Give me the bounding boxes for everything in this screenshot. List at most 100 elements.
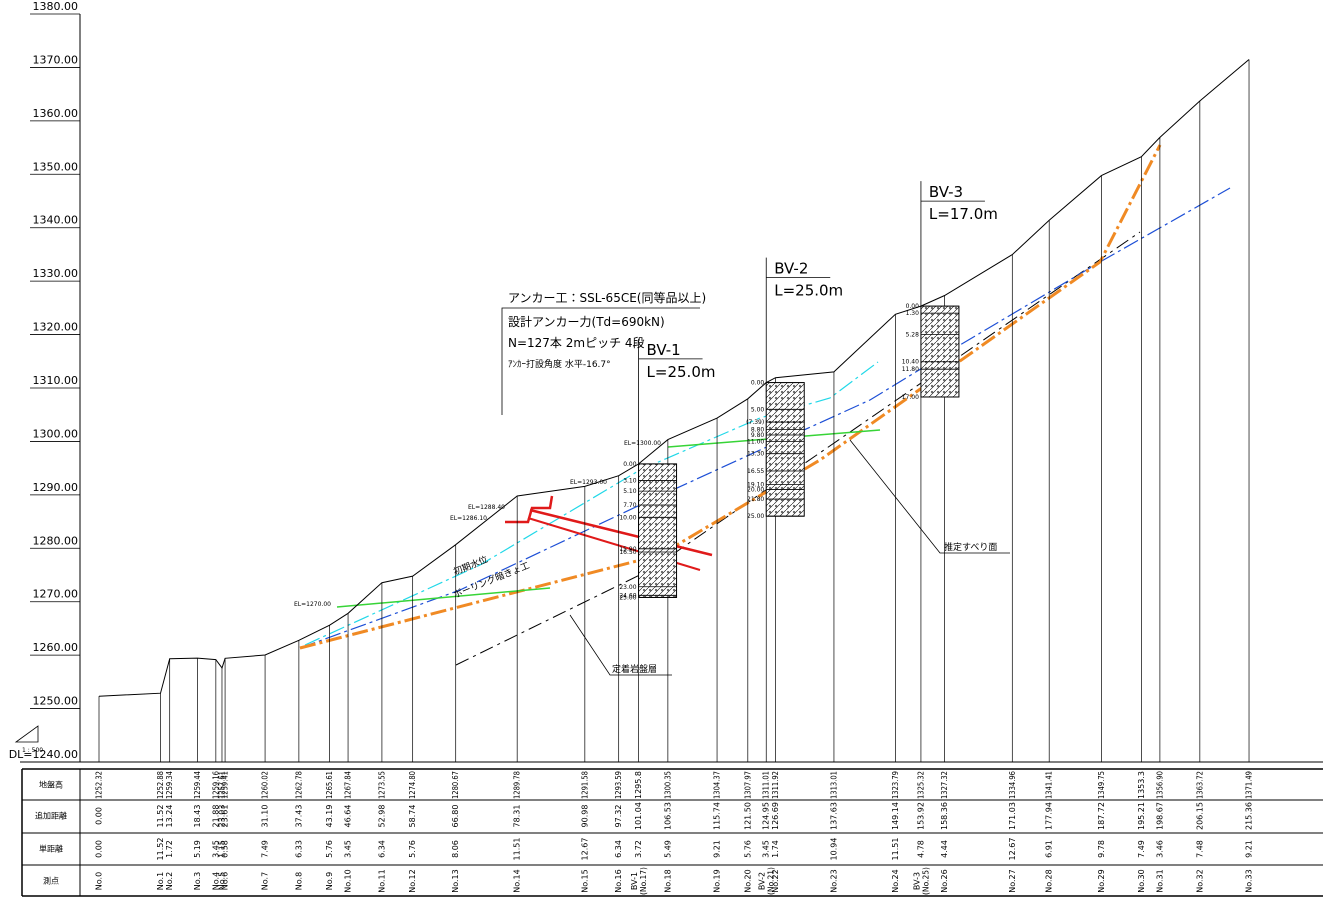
depth-label: 5.00 bbox=[751, 406, 765, 413]
interval-label: 3.45 bbox=[211, 840, 220, 858]
y-tick-label: 1260.00 bbox=[33, 641, 79, 654]
elevation-label: 1267.84 bbox=[344, 771, 353, 799]
interval-label: 4.44 bbox=[940, 840, 949, 858]
interval-label: 11.51 bbox=[513, 838, 522, 861]
interval-label: 7.49 bbox=[261, 840, 270, 858]
elevation-label: 1353.3 bbox=[1137, 771, 1146, 799]
distance-label: 195.21 bbox=[1137, 802, 1146, 830]
depth-label: 20.00 bbox=[747, 486, 764, 493]
elevation-label: 1291.58 bbox=[580, 771, 589, 799]
interval-label: 6.33 bbox=[294, 840, 303, 858]
station-label: No.9 bbox=[325, 872, 334, 890]
distance-label: 137.63 bbox=[829, 802, 838, 830]
elevation-label: 1304.37 bbox=[713, 771, 722, 799]
station-label: No.8 bbox=[294, 872, 303, 890]
y-tick-label: 1340.00 bbox=[33, 214, 79, 227]
interval-label: 8.06 bbox=[451, 840, 460, 858]
el-label: EL=1270.00 bbox=[294, 601, 331, 608]
elevation-label: 1311.92 bbox=[771, 771, 780, 799]
leader-line bbox=[569, 614, 672, 676]
borehole-column bbox=[765, 382, 805, 517]
station-label: No.18 bbox=[663, 869, 672, 892]
station-note: (No.25) bbox=[921, 867, 930, 895]
distance-label: 58.74 bbox=[408, 805, 417, 828]
station-label: No.22 bbox=[771, 869, 780, 892]
depth-label: 24.60 bbox=[619, 592, 636, 599]
station-label: No.11 bbox=[377, 869, 386, 892]
depth-label: 11.00 bbox=[747, 438, 764, 445]
depth-label: 9.80 bbox=[751, 432, 765, 439]
interval-label: 1.72 bbox=[165, 840, 174, 858]
y-tick-label: 1320.00 bbox=[33, 321, 79, 334]
interval-label: 0.00 bbox=[95, 840, 104, 858]
elevation-label: 1356.90 bbox=[1155, 771, 1164, 799]
depth-label: 23.00 bbox=[619, 584, 636, 591]
depth-label: 0.00 bbox=[906, 303, 920, 310]
distance-label: 13.24 bbox=[165, 805, 174, 828]
depth-label: 25.00 bbox=[747, 513, 764, 520]
interval-label: 3.46 bbox=[1155, 840, 1164, 858]
depth-label: (7.39) bbox=[746, 419, 764, 426]
station-label: BV-3 bbox=[912, 872, 921, 890]
y-tick-label: DL=1240.00 bbox=[9, 748, 78, 761]
interval-label: 3.45 bbox=[762, 840, 771, 858]
leader-line bbox=[849, 439, 1010, 554]
elevation-label: 1371.49 bbox=[1245, 771, 1254, 799]
elevation-label: 1257.61 bbox=[217, 771, 226, 799]
station-label: No.30 bbox=[1137, 869, 1146, 892]
depth-label: 10.00 bbox=[619, 514, 636, 521]
bedrock-label: 定着岩盤層 bbox=[612, 663, 657, 675]
station-label: No.2 bbox=[165, 872, 174, 890]
interval-label: 7.49 bbox=[1137, 840, 1146, 858]
depth-label: 16.55 bbox=[747, 468, 764, 475]
station-label: No.23 bbox=[829, 869, 838, 892]
borehole-name: BV-2 bbox=[774, 260, 808, 278]
elevation-label: 1262.78 bbox=[294, 771, 303, 799]
y-tick-label: 1290.00 bbox=[33, 481, 79, 494]
station-label: No.3 bbox=[193, 872, 202, 890]
interval-label: 6.34 bbox=[377, 840, 386, 858]
depth-label: 11.80 bbox=[902, 366, 919, 373]
station-label: No.6 bbox=[221, 872, 230, 890]
interval-label: 5.76 bbox=[743, 840, 752, 858]
anchor-note: 設計アンカー力(Td=690kN) bbox=[508, 314, 665, 329]
elevation-label: 1334.96 bbox=[1008, 771, 1017, 799]
y-tick-label: 1350.00 bbox=[33, 160, 79, 173]
distance-label: 126.69 bbox=[771, 802, 780, 830]
distance-label: 101.04 bbox=[634, 802, 643, 830]
elevation-label: 1252.32 bbox=[95, 771, 104, 799]
borehole-column bbox=[920, 305, 960, 398]
depth-label: 19.10 bbox=[747, 482, 764, 489]
station-note: (No.17) bbox=[639, 867, 648, 895]
depth-label: 0.00 bbox=[751, 380, 765, 387]
interval-label: 4.78 bbox=[916, 840, 925, 858]
distance-label: 115.74 bbox=[713, 802, 722, 830]
depth-label: 15.90 bbox=[619, 546, 636, 553]
depth-label: 5.10 bbox=[623, 488, 637, 495]
interval-label: 12.67 bbox=[1008, 838, 1017, 861]
interval-label: 5.49 bbox=[663, 840, 672, 858]
elevation-label: 1293.59 bbox=[614, 771, 623, 799]
station-label: No.16 bbox=[614, 869, 623, 892]
elevation-label: 1260.02 bbox=[261, 771, 270, 799]
elevation-label: 1259.16 bbox=[211, 771, 220, 799]
ground-line bbox=[98, 59, 1250, 697]
distance-label: 46.64 bbox=[344, 805, 353, 828]
distance-label: 52.98 bbox=[377, 805, 386, 828]
station-label: No.27 bbox=[1008, 869, 1017, 892]
y-tick-label: 1380.00 bbox=[33, 0, 79, 13]
water-level-label: 初期水位 bbox=[452, 553, 490, 578]
station-label: No.28 bbox=[1045, 869, 1054, 892]
elevation-label: 1300.35 bbox=[663, 771, 672, 799]
elevation-label: 1289.78 bbox=[513, 771, 522, 799]
interval-label: 11.52 bbox=[156, 838, 165, 861]
distance-label: 23.61 bbox=[221, 805, 230, 828]
interval-label: 1.15 bbox=[217, 840, 226, 858]
interval-label: 5.76 bbox=[408, 840, 417, 858]
interval-label: 11.51 bbox=[891, 838, 900, 861]
interval-label: 7.48 bbox=[1195, 840, 1204, 858]
station-label: No.13 bbox=[451, 869, 460, 892]
distance-label: 21.88 bbox=[211, 805, 220, 828]
row-label: 単距離 bbox=[39, 844, 63, 854]
